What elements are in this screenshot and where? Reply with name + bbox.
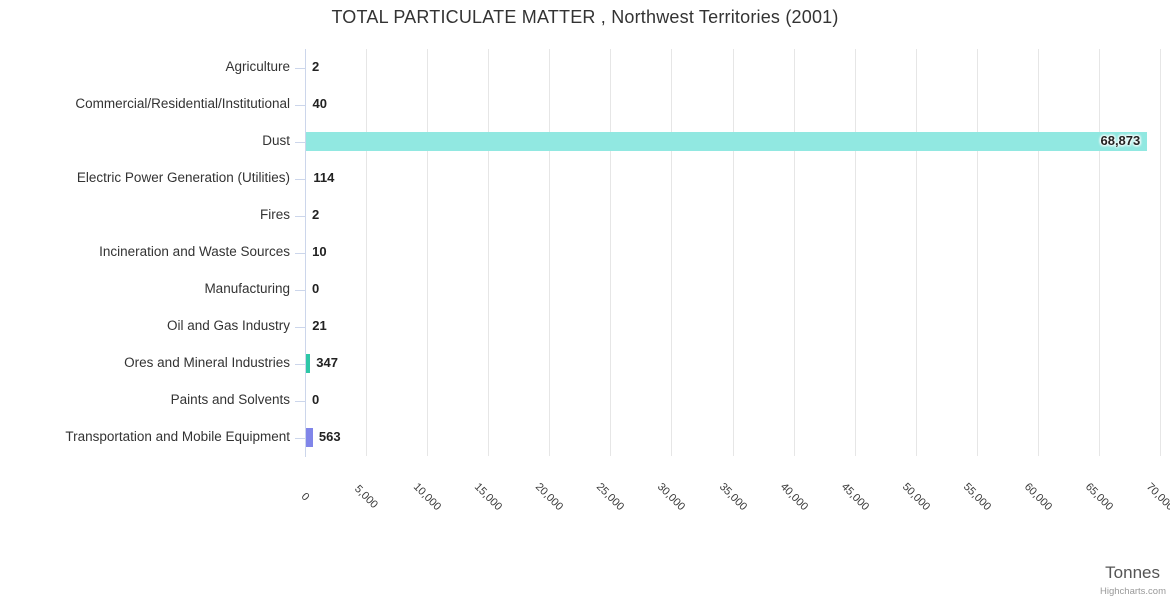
x-tick-label-text: 5,000 (352, 483, 381, 511)
x-tick-label-text: 45,000 (838, 480, 871, 514)
category-tick-mark (295, 68, 305, 69)
value-label: 0 (312, 280, 320, 296)
category-tick-mark (295, 179, 305, 180)
category-tick-mark (295, 438, 305, 439)
category-label: Oil and Gas Industry (166, 317, 290, 333)
gridline (488, 49, 490, 456)
category-label: Commercial/Residential/Institutional (75, 95, 290, 111)
x-tick-label-text: 65,000 (1082, 480, 1116, 514)
category-label: Dust (262, 132, 290, 148)
category-label: Electric Power Generation (Utilities) (76, 169, 290, 185)
gridline (1160, 49, 1161, 456)
category-tick-mark (295, 142, 305, 143)
gridline (915, 49, 917, 456)
value-label: 21 (312, 317, 327, 333)
category-tick-mark (295, 327, 305, 328)
category-axis-line (305, 49, 306, 457)
value-label: 10 (312, 243, 327, 259)
gridline (671, 49, 673, 456)
gridline (366, 49, 368, 456)
category-tick-mark (295, 105, 305, 106)
category-label: Incineration and Waste Sources (99, 243, 290, 259)
gridline (1098, 49, 1100, 456)
chart-title: TOTAL PARTICULATE MATTER , Northwest Ter… (331, 7, 839, 27)
category-tick-mark (295, 364, 305, 365)
value-label: 2 (312, 58, 320, 74)
value-label: 0 (312, 391, 320, 407)
gridline (1037, 49, 1039, 456)
value-label: 2 (312, 206, 320, 222)
value-label: 347 (316, 354, 338, 370)
x-tick-label-text: 0 (298, 490, 312, 504)
bar-transportation-and-mobile-equipment[interactable] (306, 428, 313, 447)
gridline (549, 49, 551, 456)
highcharts-credits-link[interactable]: Highcharts.com (1100, 586, 1166, 597)
category-label: Manufacturing (204, 280, 290, 296)
value-label: 114 (313, 169, 335, 185)
category-label: Transportation and Mobile Equipment (65, 428, 290, 444)
bar-dust[interactable] (306, 132, 1148, 151)
gridline (427, 49, 429, 456)
category-label: Fires (260, 206, 290, 222)
x-tick-label-text: 10,000 (410, 480, 444, 514)
x-tick-label-text: 30,000 (655, 480, 688, 514)
category-label: Ores and Mineral Industries (124, 354, 290, 370)
gridline (732, 49, 734, 456)
value-label: 563 (318, 428, 341, 444)
gridline (854, 49, 856, 456)
x-axis-title: Tonnes (1105, 563, 1160, 582)
value-label: 40 (312, 95, 327, 111)
category-tick-mark (295, 216, 305, 217)
x-tick-label-text: 25,000 (594, 480, 627, 514)
gridline (793, 49, 795, 456)
category-tick-mark (295, 253, 305, 254)
category-label: Agriculture (225, 58, 290, 74)
x-tick-label-text: 60,000 (1021, 480, 1054, 514)
x-tick-label-text: 35,000 (716, 480, 749, 514)
category-label: Paints and Solvents (170, 391, 290, 407)
x-tick-label-text: 55,000 (960, 480, 993, 514)
x-tick-label-text: 70,000 (1143, 480, 1170, 514)
x-tick-label-text: 20,000 (533, 480, 566, 514)
x-tick-label-text: 15,000 (472, 480, 505, 514)
x-tick-label-text: 40,000 (777, 480, 810, 514)
category-tick-mark (295, 290, 305, 291)
x-tick-label-text: 50,000 (899, 480, 932, 514)
gridline (976, 49, 978, 456)
category-tick-mark (295, 401, 305, 402)
gridline (610, 49, 612, 456)
value-label: 68,873 (1100, 132, 1141, 148)
bar-ores-and-mineral-industries[interactable] (306, 354, 311, 373)
